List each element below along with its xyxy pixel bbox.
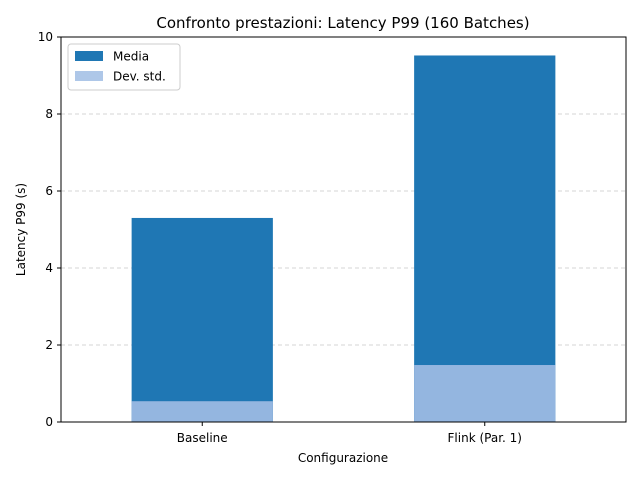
bar-dev-std [131,401,273,422]
x-axis-label: Configurazione [298,451,388,465]
legend-label: Dev. std. [113,70,166,84]
y-tick-label: 0 [45,415,53,429]
bar-media [131,217,273,422]
legend: Media Dev. std. [67,43,181,91]
x-tick-label: Flink (Par. 1) [448,431,522,445]
y-axis-ticks: 0 2 4 6 8 10 [38,30,61,429]
y-axis-label: Latency P99 (s) [14,183,28,276]
bar-media [414,55,556,422]
y-tick-label: 4 [45,261,53,275]
legend-swatch [75,51,103,61]
legend-swatch [75,71,103,81]
y-tick-label: 10 [38,30,53,44]
y-tick-label: 6 [45,184,53,198]
y-tick-label: 2 [45,338,53,352]
legend-label: Media [113,50,149,64]
chart-title: Confronto prestazioni: Latency P99 (160 … [156,14,529,32]
bars [131,55,556,422]
plot-frame [60,36,627,423]
bar-dev-std [414,365,556,422]
x-axis-ticks: Baseline Flink (Par. 1) [177,422,522,445]
y-tick-label: 8 [45,107,53,121]
x-tick-label: Baseline [177,431,228,445]
